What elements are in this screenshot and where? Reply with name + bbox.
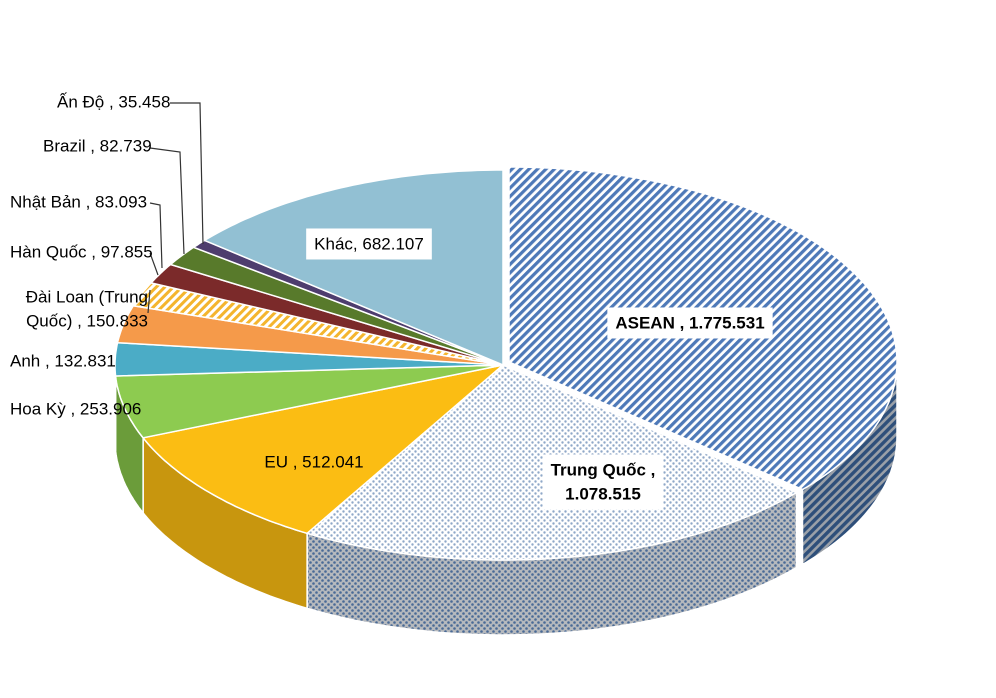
pie-slice-10 [202, 169, 504, 367]
data-label-10: Khác, 682.107 [314, 234, 424, 253]
data-label-7: Nhật Bản , 83.093 [10, 192, 147, 211]
data-label-1: 1.078.515 [565, 484, 641, 503]
pie-slice-4 [114, 341, 504, 377]
data-label-6: Hàn Quốc , 97.855 [10, 242, 153, 261]
pie-slice-2 [141, 363, 506, 535]
data-label-5: Đài Loan (Trung [26, 287, 148, 306]
data-label-5: Quốc) , 150.833 [26, 311, 148, 330]
pie-slice-3 [114, 364, 504, 439]
leader-line-6 [149, 252, 159, 276]
data-label-4: Anh , 132.831 [10, 351, 116, 370]
leader-line-7 [149, 202, 163, 269]
data-label-3: Hoa Kỳ , 253.906 [10, 399, 141, 418]
pie-slice-8 [168, 246, 504, 366]
data-label-8: Brazil , 82.739 [43, 136, 152, 155]
data-label-box-1 [542, 454, 664, 510]
pie-slice-7 [149, 263, 504, 366]
data-label-box-10 [306, 228, 432, 260]
data-label-0: ASEAN , 1.775.531 [615, 313, 764, 332]
leader-line-9 [170, 102, 204, 245]
pie-slice-9 [191, 239, 504, 366]
data-label-9: Ấn Độ , 35.458 [57, 92, 170, 111]
data-label-2: EU , 512.041 [264, 452, 363, 471]
data-label-box-0 [607, 307, 773, 339]
leader-line-8 [149, 147, 185, 255]
pie-slice-6 [132, 282, 504, 366]
leader-line-5 [147, 289, 151, 314]
data-label-1: Trung Quốc , [551, 460, 656, 479]
